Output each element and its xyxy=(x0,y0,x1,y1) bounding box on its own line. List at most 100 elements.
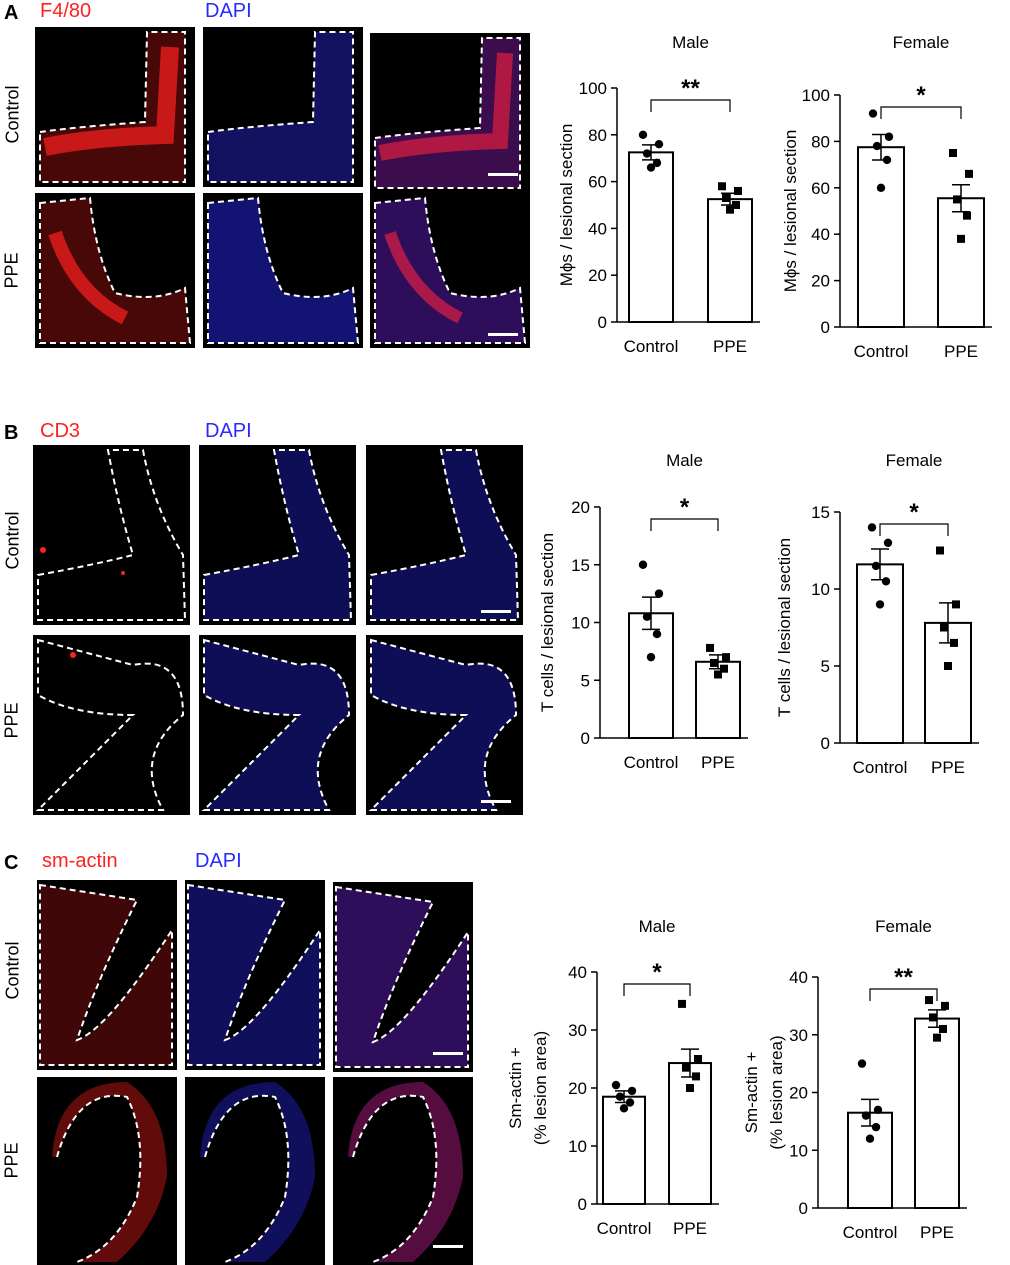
data-point xyxy=(939,1024,947,1033)
data-point xyxy=(682,1063,690,1072)
significance-marker: * xyxy=(909,499,919,526)
bar xyxy=(628,151,674,323)
data-point xyxy=(950,638,958,647)
y-tick-label: 0 xyxy=(821,734,830,753)
data-point xyxy=(692,1072,700,1081)
x-tick-label: PPE xyxy=(673,1219,707,1238)
chart-title: Female xyxy=(875,917,932,936)
data-point xyxy=(646,652,656,662)
bar xyxy=(707,198,753,323)
bar xyxy=(602,1095,646,1205)
x-tick-label: Control xyxy=(624,753,679,772)
x-tick-label: PPE xyxy=(713,337,747,356)
data-point xyxy=(642,612,652,621)
micrograph-b-control-blue xyxy=(199,445,356,625)
bar xyxy=(857,146,905,328)
y-axis-label: T cells / lesional section xyxy=(538,533,557,712)
significance-bracket xyxy=(623,983,691,996)
data-point xyxy=(953,195,961,204)
scale-bar xyxy=(488,173,518,176)
y-tick-label: 5 xyxy=(581,671,590,690)
significance-marker: ** xyxy=(894,964,913,991)
micrograph-a-ppe-blue xyxy=(203,193,363,348)
x-tick-label: PPE xyxy=(701,753,735,772)
bar xyxy=(628,612,674,740)
data-point xyxy=(678,999,686,1008)
data-point xyxy=(615,1092,625,1101)
data-point xyxy=(694,1055,702,1063)
micrograph-b-ppe-blue xyxy=(199,635,356,815)
y-tick-label: 40 xyxy=(789,968,808,987)
data-point xyxy=(884,132,894,141)
stain-label-blue: DAPI xyxy=(205,0,252,22)
data-point xyxy=(642,149,652,158)
micrograph-c-control-merge xyxy=(333,882,473,1072)
data-point xyxy=(722,653,730,662)
x-tick-label: Control xyxy=(843,1223,898,1242)
y-tick-label: 10 xyxy=(571,614,590,633)
micrograph-c-ppe-red xyxy=(37,1077,177,1265)
x-tick-label: Control xyxy=(624,337,679,356)
y-tick-label: 20 xyxy=(588,266,607,285)
data-point xyxy=(929,1013,937,1022)
bar xyxy=(847,1111,893,1210)
data-point xyxy=(952,600,960,609)
data-point xyxy=(732,201,740,209)
y-tick-label: 0 xyxy=(581,729,590,748)
y-axis-label: (% lesion area) xyxy=(767,1035,786,1149)
data-point xyxy=(872,141,882,151)
significance-marker: ** xyxy=(681,75,700,102)
data-point xyxy=(963,211,971,220)
y-tick-label: 40 xyxy=(568,963,587,982)
y-tick-label: 15 xyxy=(811,503,830,522)
data-point xyxy=(873,1105,883,1115)
data-point xyxy=(654,139,664,149)
data-point xyxy=(726,205,734,214)
y-tick-label: 0 xyxy=(821,318,830,337)
data-point xyxy=(625,1098,635,1107)
data-point xyxy=(861,1111,871,1120)
y-tick-label: 0 xyxy=(799,1199,808,1218)
micrograph-c-control-red xyxy=(37,880,177,1070)
y-tick-label: 10 xyxy=(811,580,830,599)
data-point xyxy=(871,561,881,571)
data-point xyxy=(652,629,662,639)
y-tick-label: 80 xyxy=(811,132,830,151)
data-point xyxy=(965,169,973,178)
data-point xyxy=(881,577,891,586)
chart-title: Male xyxy=(672,33,709,52)
data-point xyxy=(868,109,878,118)
data-point xyxy=(936,546,944,555)
data-point xyxy=(611,1080,621,1090)
x-tick-label: Control xyxy=(853,758,908,777)
data-point xyxy=(875,600,885,609)
micrograph-a-control-red xyxy=(35,27,195,187)
panel-label-b: B xyxy=(4,422,19,444)
chart-title: Female xyxy=(886,451,943,470)
data-point xyxy=(941,1001,949,1010)
data-point xyxy=(949,149,957,157)
data-point xyxy=(706,643,714,652)
x-tick-label: PPE xyxy=(944,342,978,361)
data-point xyxy=(718,182,726,191)
y-tick-label: 15 xyxy=(571,556,590,575)
data-point xyxy=(867,523,877,532)
stain-label-blue: DAPI xyxy=(205,420,252,442)
y-axis-label: T cells / lesional section xyxy=(775,538,794,717)
y-tick-label: 20 xyxy=(811,272,830,291)
y-tick-label: 0 xyxy=(578,1195,587,1214)
data-point xyxy=(638,560,648,569)
data-point xyxy=(871,1122,881,1132)
y-tick-label: 10 xyxy=(789,1141,808,1160)
data-point xyxy=(882,155,892,165)
chart-title: Male xyxy=(639,917,676,936)
data-point xyxy=(925,996,933,1005)
significance-marker: * xyxy=(916,82,926,109)
y-tick-label: 30 xyxy=(568,1021,587,1040)
x-tick-label: Control xyxy=(854,342,909,361)
y-tick-label: 80 xyxy=(588,126,607,145)
bar xyxy=(856,563,904,744)
y-axis-label: Mϕs / lesional section xyxy=(557,124,576,287)
scale-bar xyxy=(481,800,511,803)
